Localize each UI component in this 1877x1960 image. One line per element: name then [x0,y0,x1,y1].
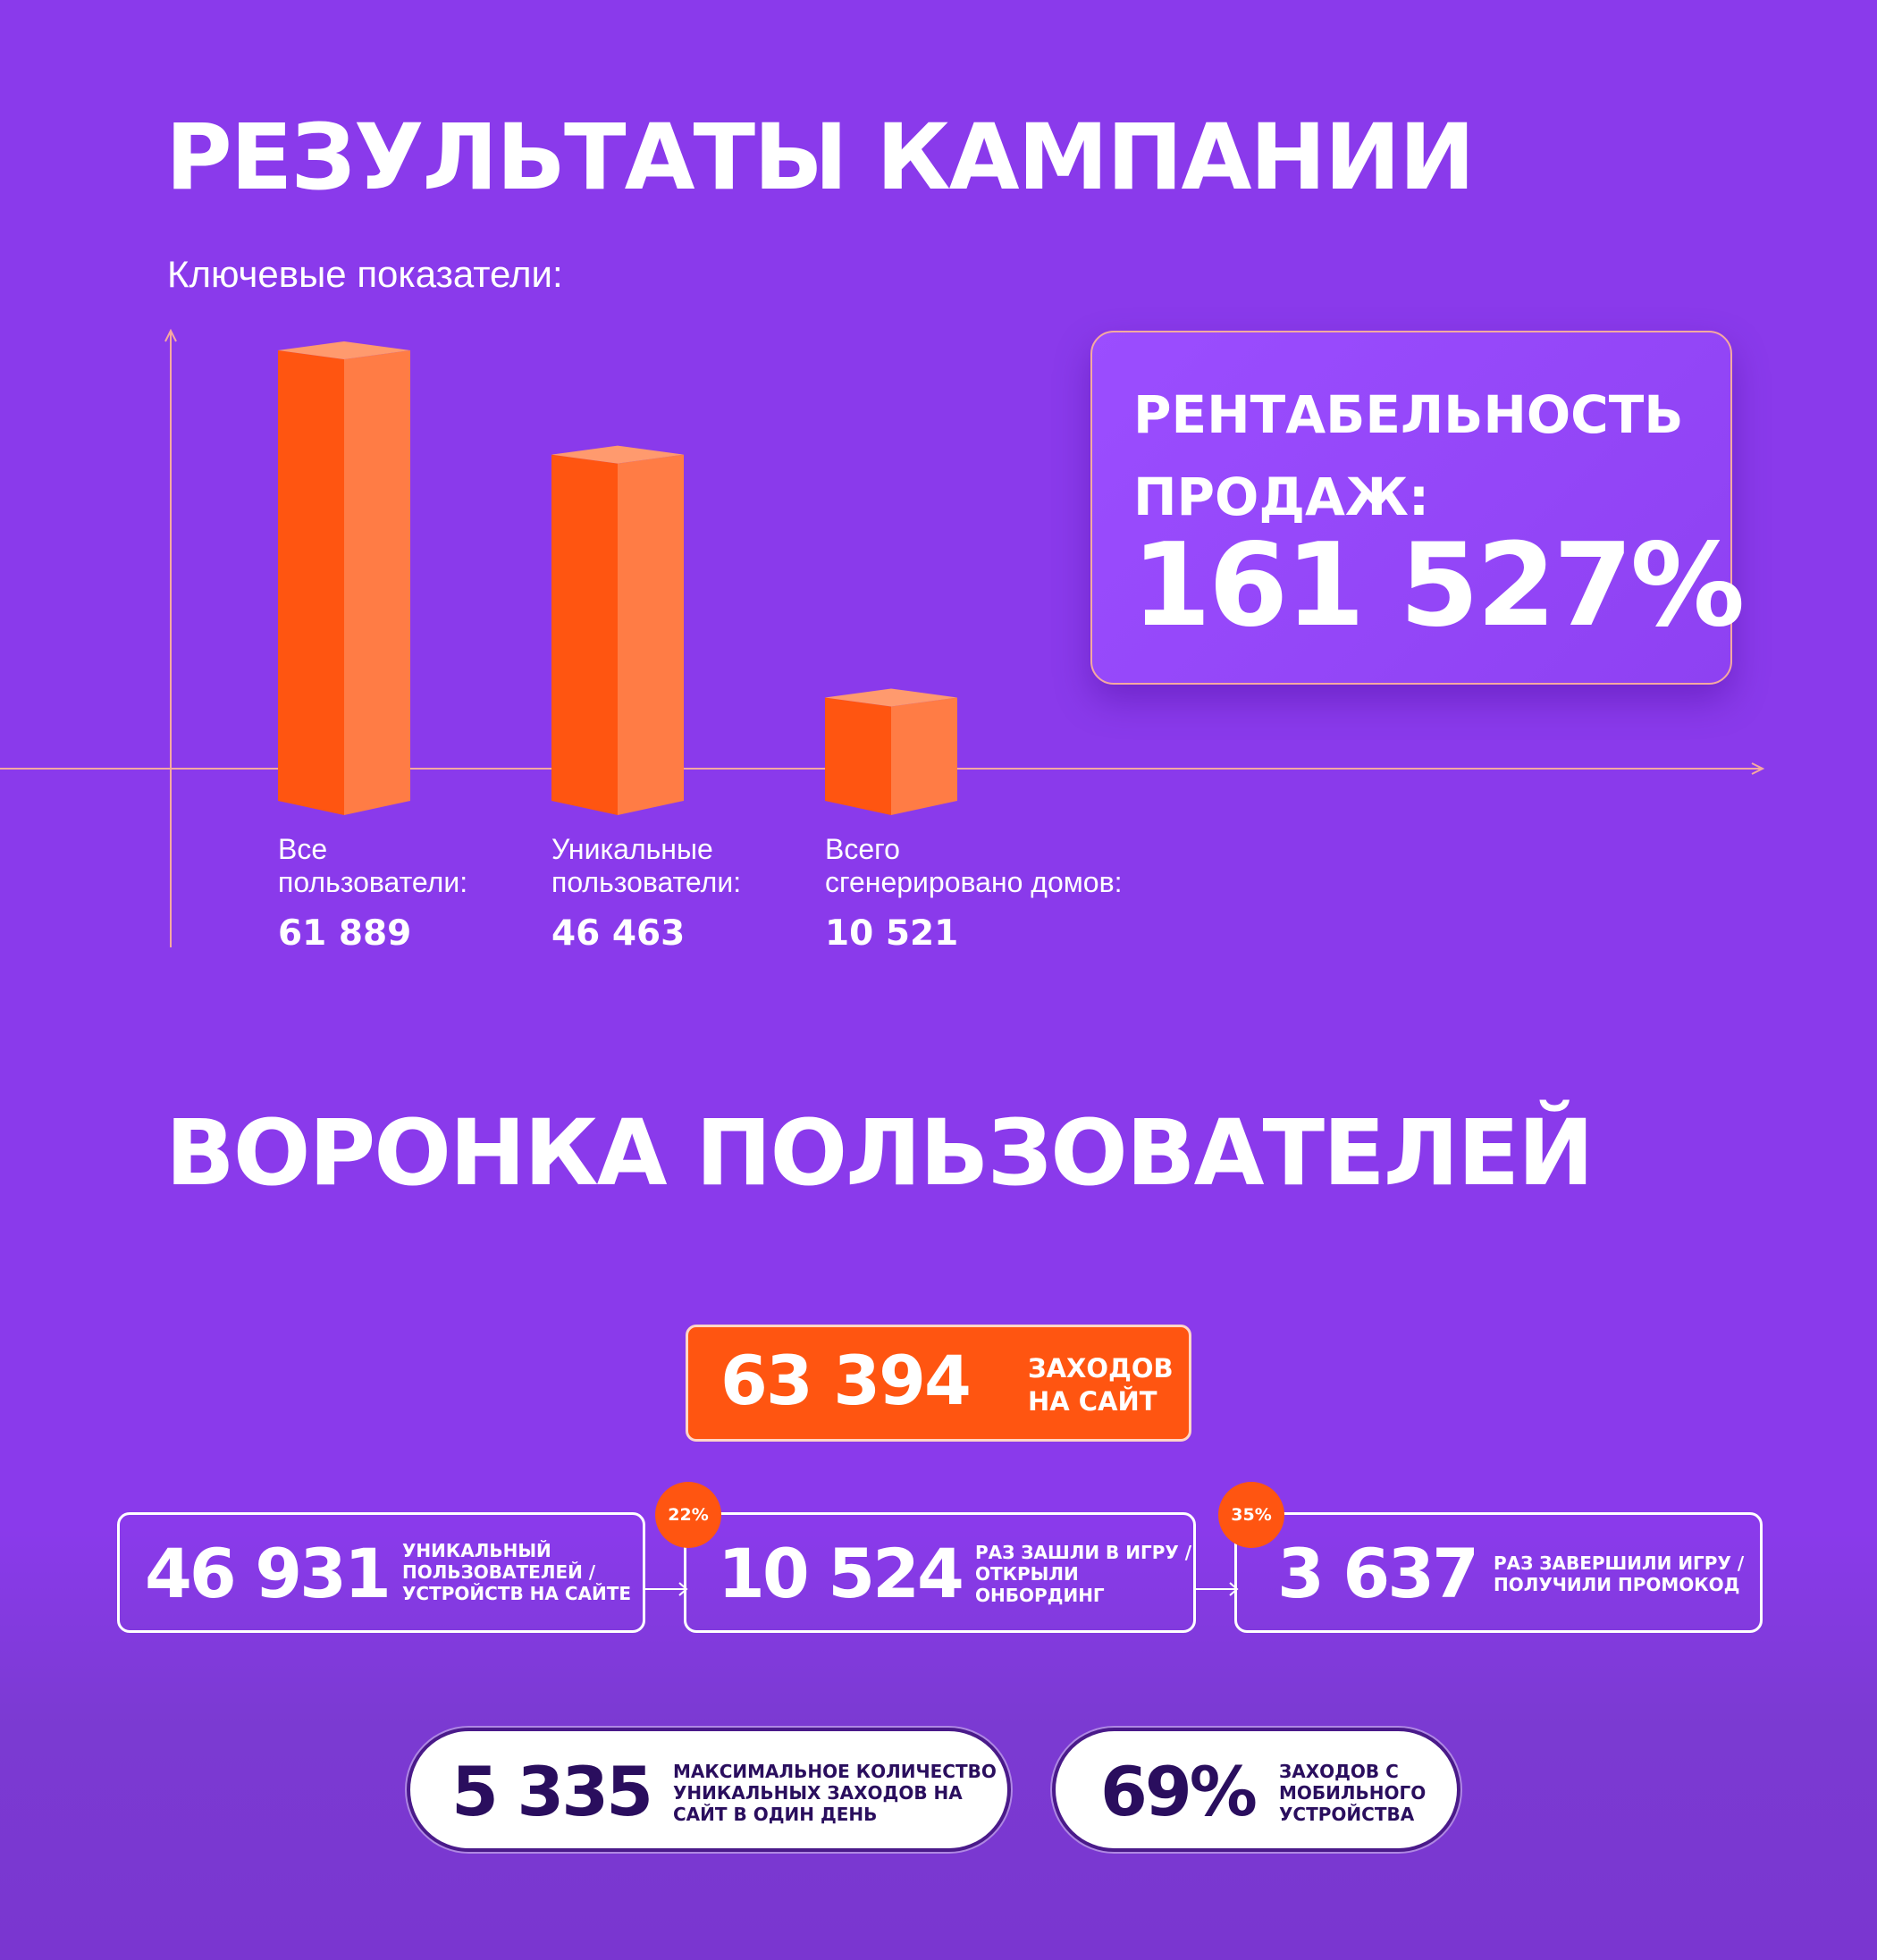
funnel-step-complete: 3 637 РАЗ ЗАВЕРШИЛИ ИГРУ / ПОЛУЧИЛИ ПРОМ… [1234,1512,1763,1633]
bar-top [551,445,684,464]
page-title: РЕЗУЛЬТАТЫ КАМПАНИИ [165,105,1476,211]
mobile-visits-value: 69% [1100,1752,1258,1831]
mobile-visits-label: ЗАХОДОВ С МОБИЛЬНОГО УСТРОЙСТВА [1279,1761,1427,1825]
max-daily-visits-pill: 5 335 МАКСИМАЛЬНОЕ КОЛИЧЕСТВО УНИКАЛЬНЫХ… [407,1728,1011,1852]
bar-category-label: Всего сгенерировано домов: [825,833,1123,898]
funnel-step-value: 3 637 [1277,1534,1479,1613]
site-visits-label: ЗАХОДОВ НА САЙТ [1028,1353,1174,1417]
profitability-card: РЕНТАБЕЛЬНОСТЬ ПРОДАЖ: 161 527% [1090,331,1745,685]
bar-top [278,341,410,359]
funnel-step-value: 10 524 [718,1534,964,1613]
funnel-step-game: 10 524 РАЗ ЗАШЛИ В ИГРУ / ОТКРЫЛИ ОНБОРД… [684,1512,1196,1633]
bar-value-label: 61 889 [278,913,412,954]
bar-front [551,454,618,815]
funnel-step-label: РАЗ ЗАВЕРШИЛИ ИГРУ / ПОЛУЧИЛИ ПРОМОКОД [1494,1552,1745,1595]
bar-front [278,350,344,815]
max-daily-visits-value: 5 335 [451,1752,653,1831]
bar-value-label: 46 463 [551,913,686,954]
bar-value-label: 10 521 [825,913,959,954]
bar-side [344,350,410,815]
funnel-title: ВОРОНКА ПОЛЬЗОВАТЕЛЕЙ [165,1100,1595,1207]
arrow-right-icon [644,1582,688,1596]
bar-category-label: Все пользователи: [278,833,468,898]
key-metrics-subtitle: Ключевые показатели: [167,253,563,295]
bar-category-label: Уникальные пользователи: [551,833,742,898]
bar-front [825,697,891,815]
bar-top [825,688,957,707]
funnel-step-label: УНИКАЛЬНЫЙ ПОЛЬЗОВАТЕЛЕЙ / УСТРОЙСТВ НА … [402,1540,632,1604]
funnel-step-value: 46 931 [145,1534,391,1613]
bar-side [618,454,684,815]
site-visits-value: 63 394 [720,1341,972,1420]
conversion-badge: 22% [655,1482,721,1548]
bar-side [891,697,957,815]
funnel-step-unique: 46 931 УНИКАЛЬНЫЙ ПОЛЬЗОВАТЕЛЕЙ / УСТРОЙ… [117,1512,645,1633]
max-daily-visits-label: МАКСИМАЛЬНОЕ КОЛИЧЕСТВО УНИКАЛЬНЫХ ЗАХОД… [673,1761,997,1825]
mobile-visits-pill: 69% ЗАХОДОВ С МОБИЛЬНОГО УСТРОЙСТВА [1052,1728,1460,1852]
arrow-right-icon [1194,1582,1239,1596]
funnel-step-label: РАЗ ЗАШЛИ В ИГРУ / ОТКРЫЛИ ОНБОРДИНГ [975,1542,1192,1606]
bar-chart [0,322,1788,947]
conversion-badge: 35% [1218,1482,1284,1548]
profitability-value: 161 527% [1132,519,1745,652]
site-visits-box: 63 394 ЗАХОДОВ НА САЙТ [686,1325,1191,1442]
profitability-label: РЕНТАБЕЛЬНОСТЬ ПРОДАЖ: [1133,384,1684,527]
